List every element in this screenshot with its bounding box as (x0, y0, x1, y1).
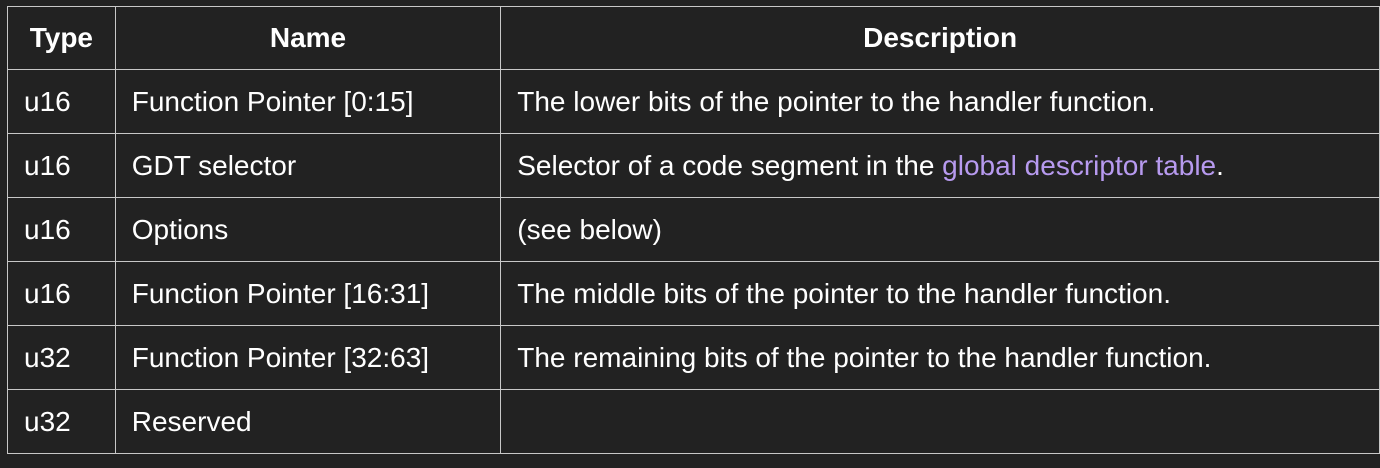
description-text-suffix: . (1216, 149, 1224, 181)
cell-description: Selector of a code segment in the global… (500, 133, 1380, 198)
table-header-row: Type Name Description (7, 6, 1380, 70)
cell-type: u32 (7, 325, 116, 390)
header-type: Type (7, 6, 116, 70)
global-descriptor-table-link[interactable]: global descriptor table (942, 149, 1217, 181)
cell-type: u16 (7, 261, 116, 326)
cell-description: The lower bits of the pointer to the han… (500, 69, 1380, 134)
table-row: u32 Reserved (7, 389, 1380, 454)
cell-name: Function Pointer [16:31] (114, 261, 502, 326)
cell-name: Reserved (114, 389, 502, 454)
cell-name: Function Pointer [0:15] (114, 69, 502, 134)
table-row: u32 Function Pointer [32:63] The remaini… (7, 325, 1380, 390)
header-name: Name (114, 6, 502, 70)
cell-type: u16 (7, 197, 116, 262)
cell-description: The middle bits of the pointer to the ha… (500, 261, 1380, 326)
cell-type: u32 (7, 389, 116, 454)
cell-type: u16 (7, 133, 116, 198)
table-row: u16 Options (see below) (7, 197, 1380, 262)
table-row: u16 GDT selector Selector of a code segm… (7, 133, 1380, 198)
cell-description (500, 389, 1380, 454)
description-text: Selector of a code segment in the (517, 149, 943, 181)
header-description: Description (500, 6, 1380, 70)
idt-entry-table: Type Name Description u16 Function Point… (7, 6, 1380, 454)
cell-name: Options (114, 197, 502, 262)
cell-description: The remaining bits of the pointer to the… (500, 325, 1380, 390)
table-row: u16 Function Pointer [16:31] The middle … (7, 261, 1380, 326)
idt-entry-table-container: Type Name Description u16 Function Point… (7, 6, 1380, 454)
table-row: u16 Function Pointer [0:15] The lower bi… (7, 69, 1380, 134)
cell-name: GDT selector (114, 133, 502, 198)
cell-description: (see below) (500, 197, 1380, 262)
cell-type: u16 (7, 69, 116, 134)
cell-name: Function Pointer [32:63] (114, 325, 502, 390)
